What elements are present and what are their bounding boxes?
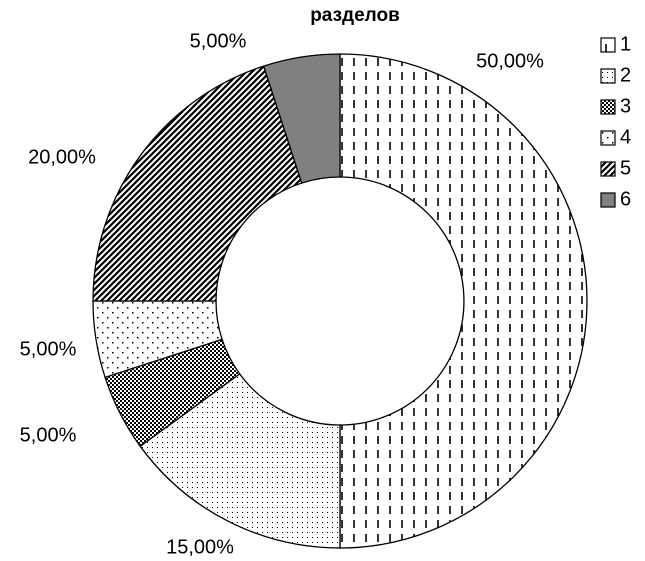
data-label: 5,00% xyxy=(20,424,77,446)
legend-label: 2 xyxy=(620,64,631,86)
legend-swatch xyxy=(600,192,616,208)
chart-title: разделов xyxy=(310,5,400,26)
data-label: 5,00% xyxy=(20,338,77,360)
donut-slice xyxy=(139,372,341,549)
data-label: 15,00% xyxy=(166,536,234,558)
data-label: 20,00% xyxy=(28,146,96,168)
legend-label: 6 xyxy=(620,188,631,210)
legend-label: 3 xyxy=(620,95,631,117)
legend-swatch xyxy=(600,130,616,146)
data-label: 50,00% xyxy=(476,50,544,72)
legend-swatch xyxy=(600,161,616,177)
donut-slice xyxy=(262,53,341,184)
legend-label: 4 xyxy=(620,126,631,148)
legend-swatch xyxy=(600,99,616,115)
data-label: 5,00% xyxy=(190,30,247,52)
donut-slice xyxy=(339,53,588,549)
donut-slice xyxy=(92,65,303,302)
legend-label: 1 xyxy=(620,33,631,55)
legend-swatch xyxy=(600,37,616,53)
legend-label: 5 xyxy=(620,157,631,179)
legend-swatch xyxy=(600,68,616,84)
